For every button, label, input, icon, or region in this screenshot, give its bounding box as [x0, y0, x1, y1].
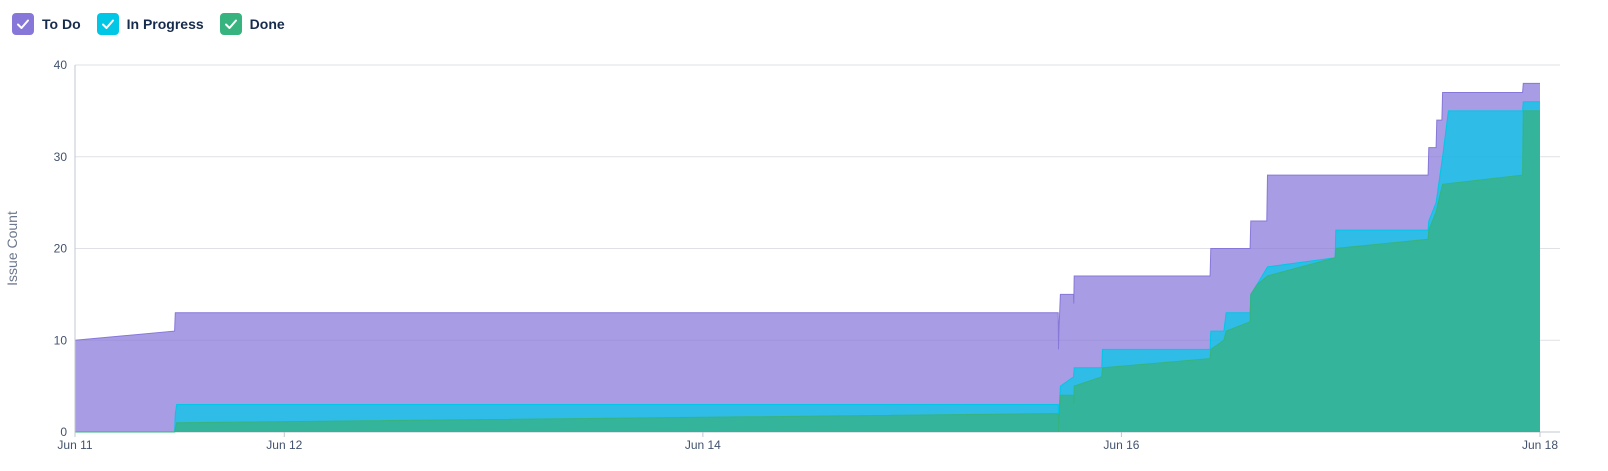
x-tick-label: Jun 14	[685, 438, 721, 452]
axis-layer: 0 10 20 30 40 Jun 11 Jun 12 Jun 14 Jun 16 Jun 18	[54, 58, 1559, 452]
x-tick-label: Jun 18	[1522, 438, 1558, 452]
legend-item-in-progress[interactable]: In Progress	[96, 13, 204, 35]
chart-legend: To Do In Progress Done	[12, 13, 285, 35]
x-tick-label: Jun 16	[1103, 438, 1139, 452]
legend-label-done: Done	[249, 16, 285, 32]
x-tick-label: Jun 11	[57, 438, 92, 452]
todo-area	[75, 83, 1540, 433]
done-line	[75, 110, 1540, 433]
y-tick-label: 30	[54, 150, 68, 164]
y-tick-label: 20	[54, 242, 68, 256]
x-tick-label: Jun 12	[266, 438, 302, 452]
checkmark-icon	[224, 19, 237, 29]
area-layer	[74, 82, 1540, 433]
y-tick-label: 0	[60, 425, 67, 439]
y-tick-label: 40	[54, 58, 68, 72]
todo-checkbox[interactable]	[12, 13, 34, 35]
done-checkbox[interactable]	[219, 13, 242, 35]
todo-line	[74, 82, 1540, 350]
checkmark-icon	[17, 19, 29, 29]
legend-item-done[interactable]: Done	[219, 13, 285, 35]
y-tick-label: 10	[54, 333, 68, 347]
legend-item-todo[interactable]: To Do	[12, 13, 81, 35]
checkmark-icon	[101, 19, 114, 29]
y-axis-title: Issue Count	[4, 211, 20, 286]
in-progress-checkbox[interactable]	[96, 13, 119, 35]
legend-label-todo: To Do	[42, 16, 81, 32]
done-area	[75, 110, 1540, 433]
legend-label-in-progress: In Progress	[126, 16, 204, 32]
